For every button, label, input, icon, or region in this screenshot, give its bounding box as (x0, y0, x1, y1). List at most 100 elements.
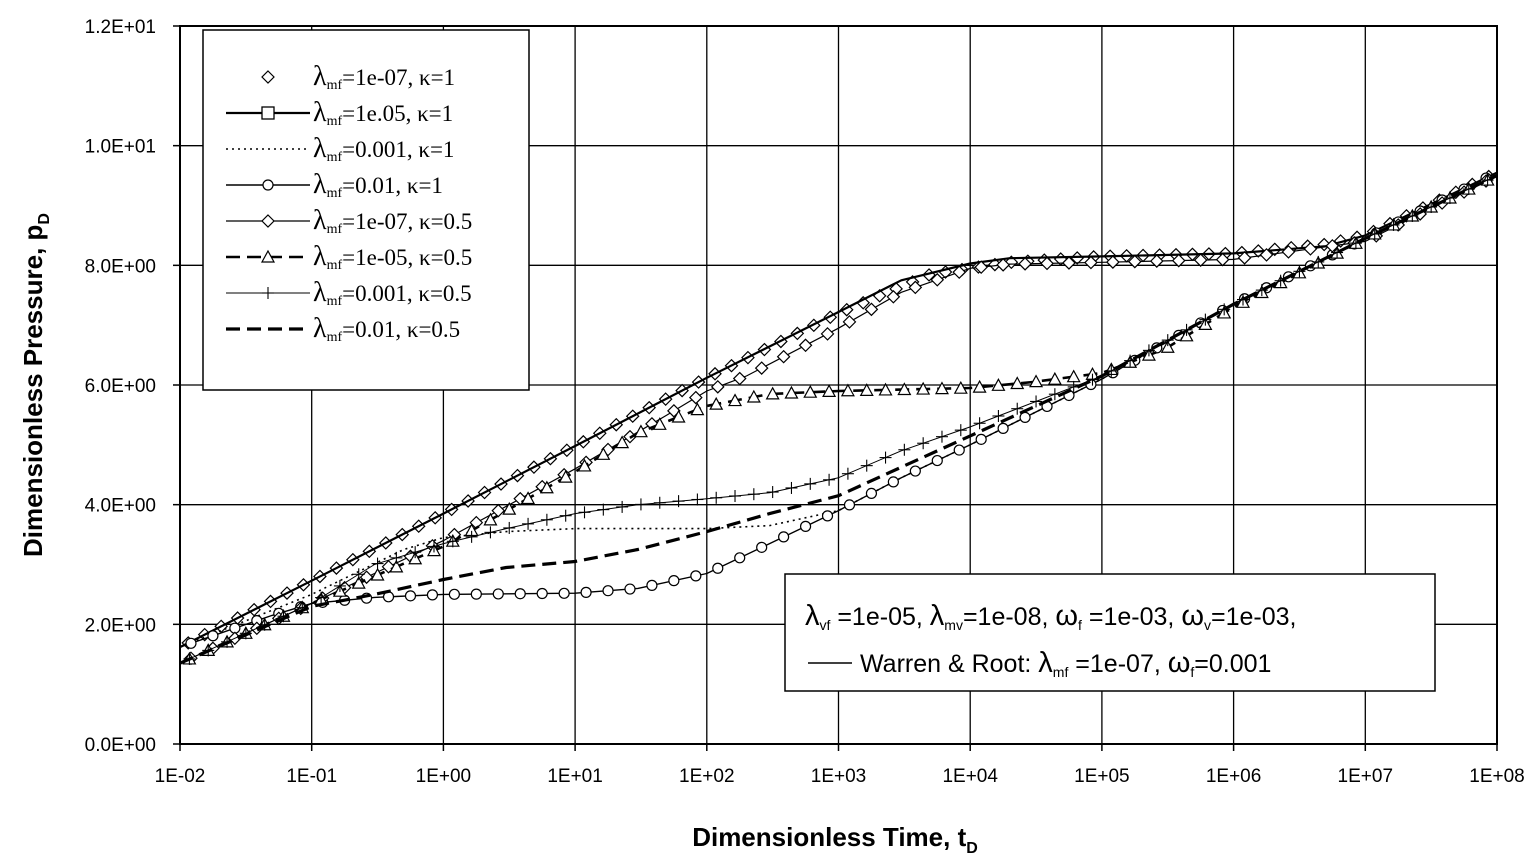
marker-circle (690, 570, 702, 582)
y-tick-label: 8.0E+00 (85, 256, 156, 277)
series-3 (179, 171, 1498, 648)
marker-diamond (1193, 253, 1208, 267)
marker-circle (404, 590, 417, 602)
marker-triangle (1160, 340, 1175, 353)
legend-entry-2: λmf=1e.05, κ=1 (226, 97, 453, 129)
marker-triangle (784, 385, 799, 399)
marker-diamond (886, 289, 901, 304)
marker-triangle (765, 386, 780, 400)
series-line (179, 171, 1498, 648)
x-tick-label: 1E+04 (942, 766, 998, 787)
marker-triangle (483, 512, 498, 526)
marker-triangle (803, 384, 818, 398)
marker-circle (953, 444, 965, 456)
marker-circle (843, 499, 856, 511)
marker-triangle (351, 575, 366, 589)
marker-triangle (897, 382, 912, 396)
x-tick-label: 1E+02 (679, 766, 734, 787)
axis-ticks: 1E-02 1E-01 1E+00 1E+01 1E+02 1E+03 1E+04 1E+05… (85, 17, 1525, 787)
marker-diamond (732, 371, 747, 386)
marker-circle (536, 587, 548, 600)
marker-circle (558, 587, 570, 599)
marker-circle (207, 630, 219, 642)
marker-triangle (746, 389, 761, 403)
marker-triangle (953, 380, 968, 394)
legend-entry-7: λmf=0.001, κ=0.5 (226, 277, 472, 309)
marker-triangle (840, 383, 855, 397)
marker-diamond (491, 503, 506, 518)
marker-triangle (1047, 371, 1062, 385)
marker-circle (185, 637, 197, 649)
marker-diamond (1171, 253, 1186, 268)
marker-circle (448, 588, 460, 600)
legend-entry-3: λmf=0.001, κ=1 (226, 133, 454, 165)
marker-circle (909, 465, 921, 477)
marker-diamond (1237, 251, 1252, 265)
marker-triangle (972, 379, 987, 393)
x-tick-label: 1E+00 (416, 766, 471, 787)
marker-diamond (688, 390, 703, 405)
marker-triangle (934, 381, 949, 395)
annotation-line-2: Warren & Root: λmf =1e-07, ωf=0.001 (860, 647, 1271, 680)
marker-diamond (864, 302, 879, 317)
x-tick-label: 1E+01 (547, 766, 602, 787)
y-tick-label: 1.0E+01 (85, 137, 156, 158)
marker-triangle (260, 249, 276, 263)
marker-triangle (1010, 376, 1025, 390)
marker-triangle (558, 469, 573, 483)
marker-diamond (1040, 256, 1054, 271)
marker-diamond (1149, 254, 1164, 268)
legend-label: λmf=1e.05, κ=1 (313, 97, 453, 129)
marker-circle (262, 179, 274, 191)
y-tick-label: 6.0E+00 (85, 376, 156, 397)
legend: λmf=1e-07, κ=1 λmf=1e.05, κ=1 λmf=0.001, κ… (202, 29, 530, 391)
marker-diamond (776, 349, 791, 364)
marker-triangle (728, 393, 743, 407)
legend-label: λmf=0.001, κ=1 (313, 133, 454, 165)
x-axis-title: Dimensionless Time, tD (692, 822, 978, 857)
marker-circle (865, 487, 878, 500)
marker-diamond (1084, 255, 1098, 270)
marker-circle (821, 510, 834, 522)
legend-label: λmf=1e-07, κ=1 (313, 61, 455, 93)
y-axis-title: Dimensionless Pressure, pD (18, 213, 53, 557)
marker-circle (668, 575, 680, 587)
marker-triangle (652, 417, 667, 430)
marker-square (261, 106, 275, 120)
marker-triangle (408, 551, 423, 565)
annotation-box (784, 573, 1436, 692)
marker-triangle (916, 381, 931, 395)
legend-entry-1: λmf=1e-07, κ=1 (261, 61, 455, 93)
series-layer (179, 169, 1498, 666)
parameter-annotation-box: λvf =1e-05, λmv=1e-08, ωf =1e-03, ωv=1e-… (784, 573, 1436, 692)
series-line (179, 174, 1498, 665)
legend-entry-4: λmf=0.01, κ=1 (226, 169, 443, 201)
legend-label: λmf=0.01, κ=1 (313, 169, 443, 201)
marker-circle (931, 454, 943, 467)
marker-triangle (671, 409, 686, 423)
marker-diamond (908, 280, 923, 295)
marker-diamond (1215, 252, 1230, 267)
annotation-line-1: λvf =1e-05, λmv=1e-08, ωf =1e-03, ωv=1e-… (805, 600, 1296, 633)
marker-circle (646, 579, 658, 591)
x-tick-label: 1E-02 (155, 766, 206, 787)
legend-label: λmf=1e-05, κ=0.5 (313, 241, 472, 273)
marker-diamond (996, 257, 1010, 272)
legend-label: λmf=0.01, κ=0.5 (313, 313, 460, 345)
y-tick-label: 4.0E+00 (85, 496, 156, 517)
marker-triangle (521, 491, 536, 505)
marker-diamond (798, 338, 813, 353)
x-tick-label: 1E+07 (1338, 766, 1393, 787)
x-tick-label: 1E+08 (1469, 766, 1524, 787)
marker-circle (580, 586, 592, 598)
y-tick-label: 0.0E+00 (85, 735, 156, 756)
marker-diamond (930, 272, 945, 287)
marker-circle (492, 588, 504, 600)
legend-entry-8: λmf=0.01, κ=0.5 (226, 313, 460, 345)
marker-triangle (615, 435, 630, 449)
marker-diamond (1325, 239, 1340, 253)
marker-triangle (1029, 374, 1044, 388)
marker-triangle (709, 396, 724, 410)
marker-circle (514, 588, 526, 600)
marker-diamond (754, 361, 769, 375)
